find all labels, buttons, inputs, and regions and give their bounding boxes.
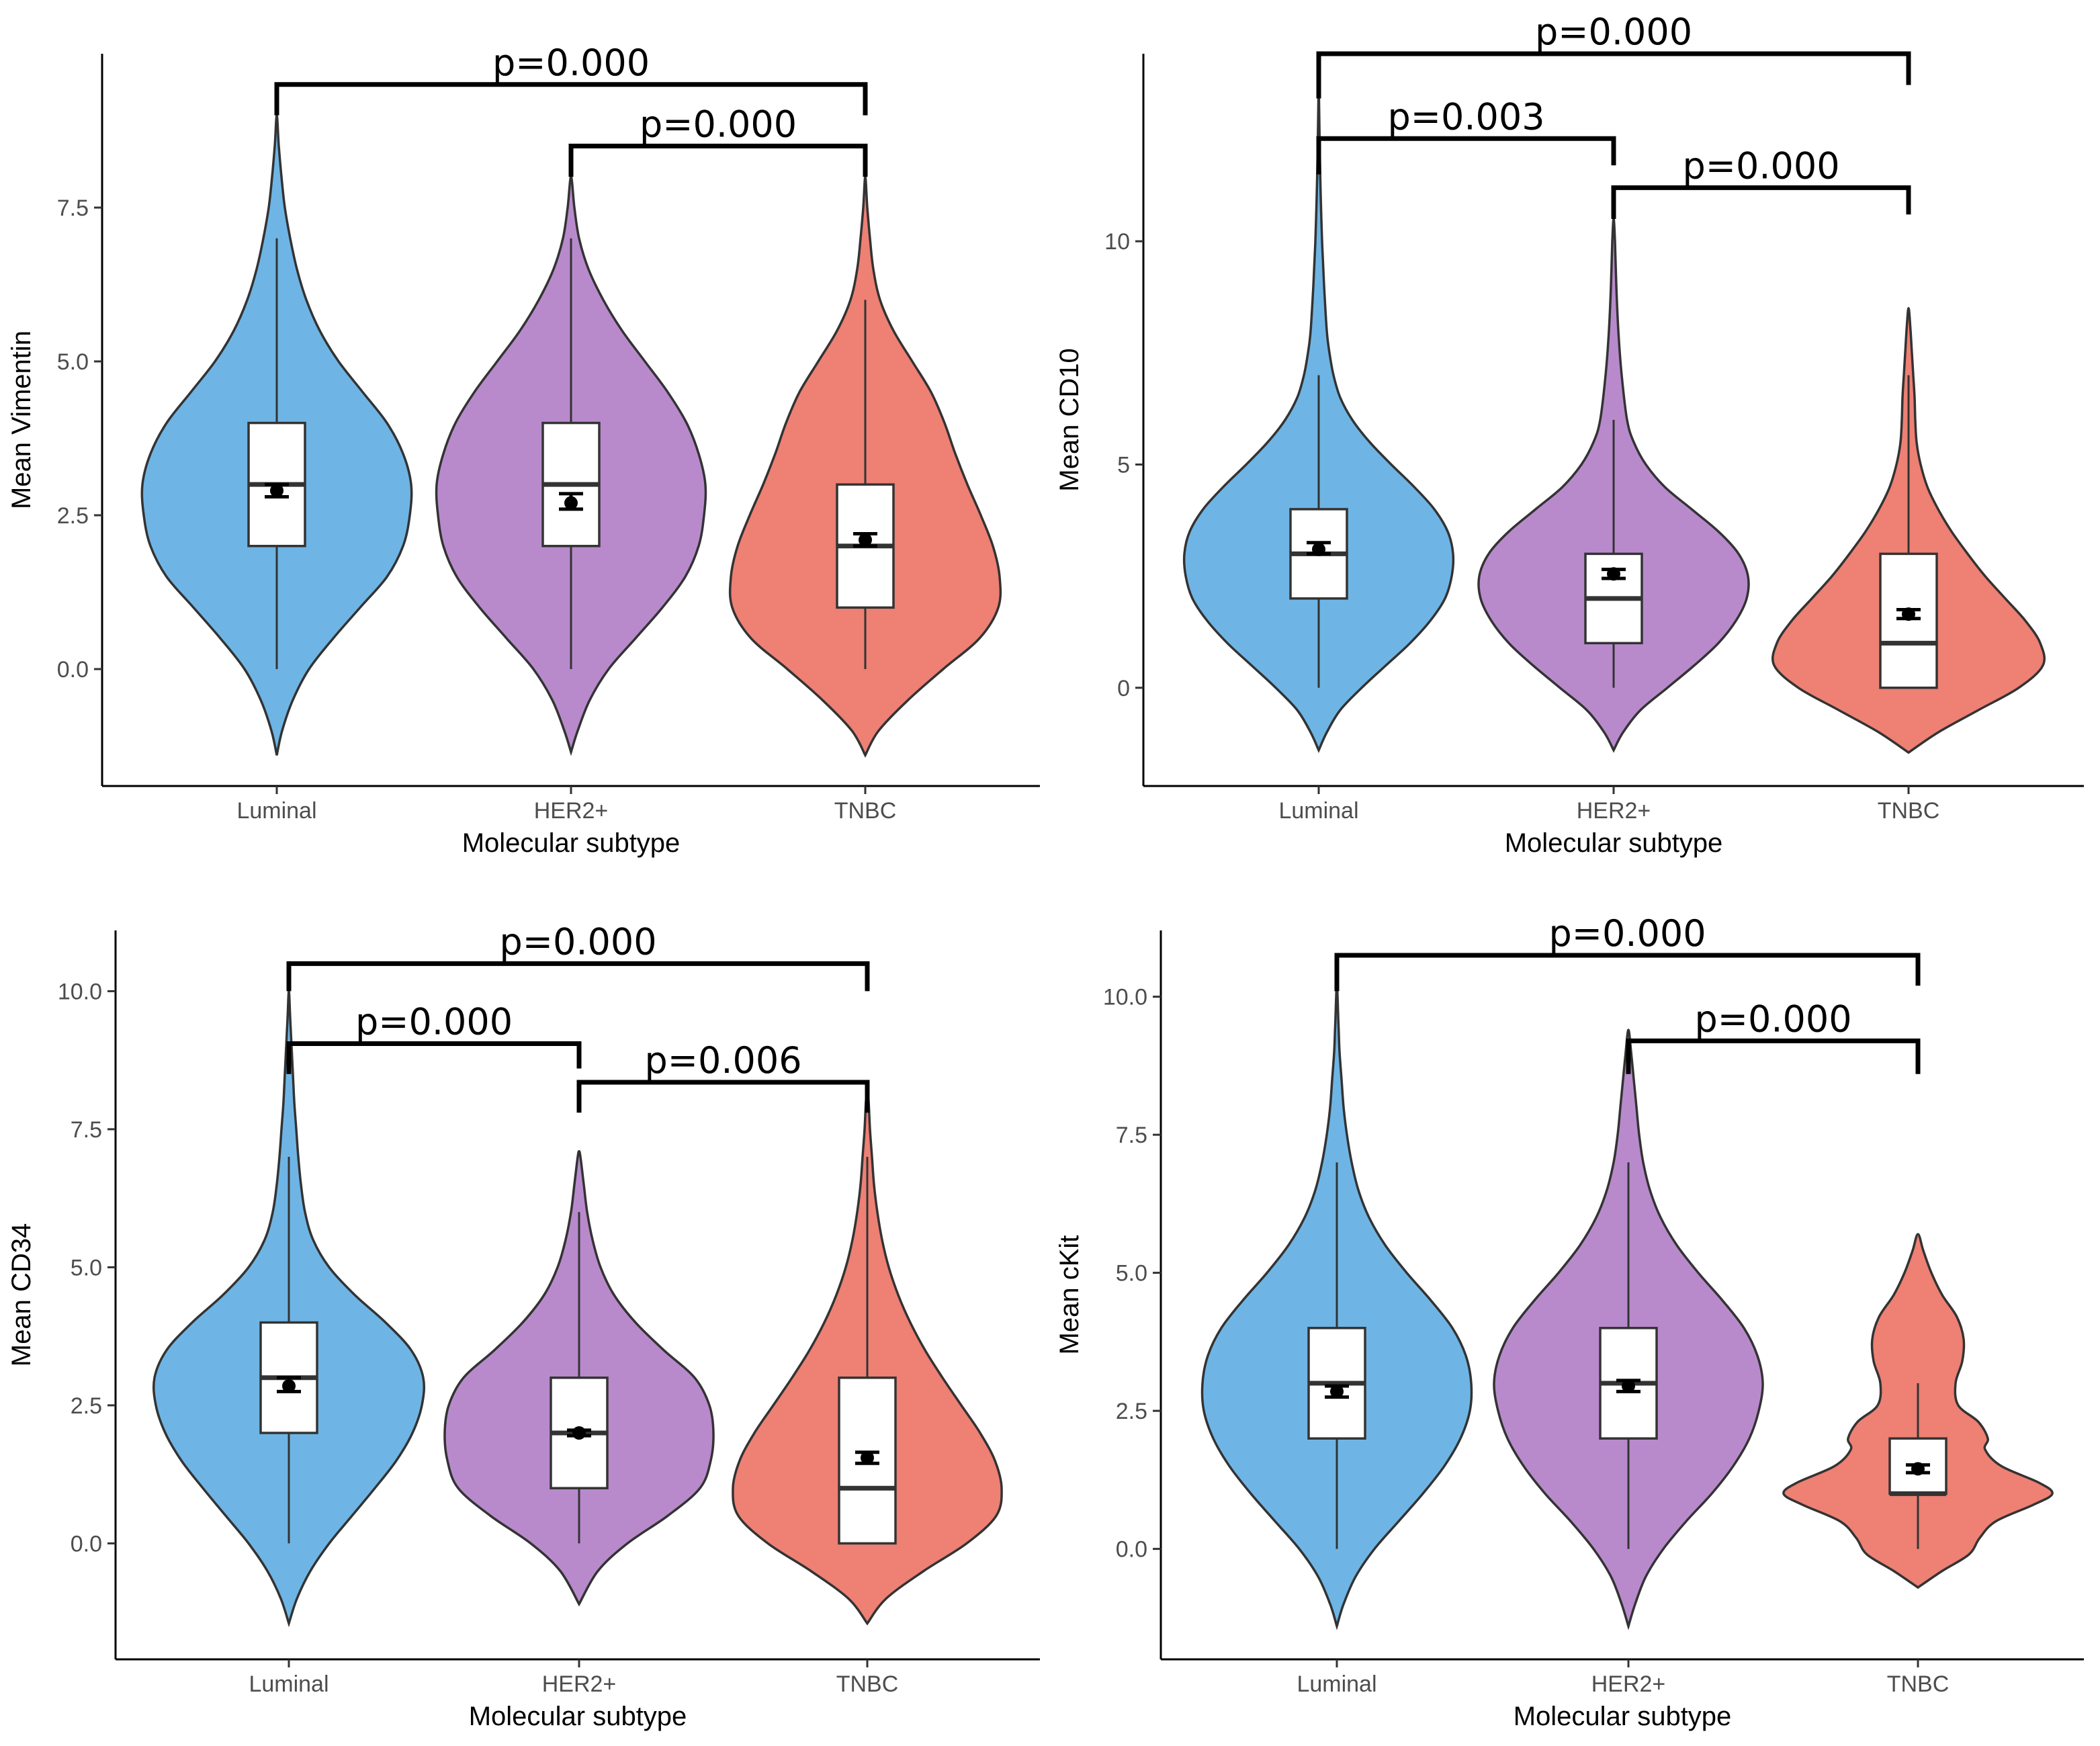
y-tick-label: 5.0 xyxy=(71,1255,102,1280)
p-value-label: p=0.000 xyxy=(1694,998,1851,1040)
y-tick-label: 7.5 xyxy=(57,195,89,221)
group-luminal xyxy=(140,114,413,756)
group-tnbc xyxy=(1782,1233,2054,1589)
x-axis-title: Molecular subtype xyxy=(1505,828,1723,858)
y-tick-label: 0.0 xyxy=(71,1531,102,1557)
x-tick-label: TNBC xyxy=(1887,1671,1950,1697)
significance-bracket: p=0.000 xyxy=(274,42,868,116)
panel-3: 0.0 2.5 5.0 7.5 10.0 Luminal HER2+ TNBC Molecula… xyxy=(7,920,1040,1731)
x-axis-title: Molecular subtype xyxy=(462,828,681,858)
y-tick-label: 0 xyxy=(1117,676,1130,701)
x-tick-label: HER2+ xyxy=(1591,1671,1666,1697)
x-tick-label: HER2+ xyxy=(534,798,609,824)
mean-point xyxy=(861,1450,874,1465)
y-tick-label: 0.0 xyxy=(57,657,89,683)
y-axis-title: Mean CD10 xyxy=(1055,348,1084,491)
significance-bracket: p=0.003 xyxy=(1316,95,1616,175)
x-tick-label: Luminal xyxy=(1297,1671,1376,1697)
bracket-line xyxy=(1611,185,1911,219)
y-tick-label: 0.0 xyxy=(1116,1537,1147,1563)
group-her2-plus xyxy=(1477,218,1750,753)
significance-bracket: p=0.000 xyxy=(568,103,868,177)
bracket-line xyxy=(286,1041,582,1074)
group-tnbc xyxy=(732,1084,1003,1626)
group-luminal xyxy=(1182,83,1455,754)
y-tick-label: 10 xyxy=(1104,229,1130,255)
y-tick-label: 2.5 xyxy=(1116,1399,1147,1424)
group-her2-plus xyxy=(1493,1029,1764,1630)
y-axis-title: Mean CD34 xyxy=(7,1223,36,1366)
significance-bracket: p=0.000 xyxy=(1316,11,1911,99)
mean-point xyxy=(1607,567,1620,581)
group-tnbc xyxy=(1771,307,2046,754)
p-value-label: p=0.000 xyxy=(640,103,797,145)
group-luminal xyxy=(1200,984,1473,1630)
y-tick-label: 5.0 xyxy=(57,349,89,375)
y-tick-label: 5 xyxy=(1117,452,1130,478)
bracket-line xyxy=(286,961,870,992)
p-value-label: p=0.000 xyxy=(499,920,656,963)
significance-bracket: p=0.000 xyxy=(1334,912,1921,992)
x-tick-label: Luminal xyxy=(249,1671,329,1697)
x-tick-label: TNBC xyxy=(836,1671,899,1697)
panel-4: 0.0 2.5 5.0 7.5 10.0 Luminal HER2+ TNBC Molecula… xyxy=(1055,912,2084,1731)
x-tick-label: Luminal xyxy=(236,798,316,824)
group-tnbc xyxy=(728,175,1002,758)
y-tick-label: 2.5 xyxy=(71,1393,102,1419)
mean-point xyxy=(1911,1462,1925,1476)
bracket-line xyxy=(1334,953,1921,992)
p-value-label: p=0.000 xyxy=(1535,11,1692,53)
p-value-label: p=0.000 xyxy=(1548,912,1706,955)
x-tick-label: TNBC xyxy=(834,798,897,824)
significance-bracket: p=0.000 xyxy=(286,1001,582,1074)
mean-point xyxy=(859,533,872,547)
group-her2-plus xyxy=(443,1150,715,1607)
significance-bracket: p=0.000 xyxy=(1626,998,1921,1074)
significance-bracket: p=0.000 xyxy=(286,920,870,992)
x-axis-title: Molecular subtype xyxy=(469,1702,687,1731)
x-axis-title: Molecular subtype xyxy=(1514,1702,1732,1731)
y-tick-label: 7.5 xyxy=(1116,1123,1147,1148)
mean-point xyxy=(1330,1385,1344,1399)
mean-point xyxy=(1902,607,1915,621)
x-tick-label: HER2+ xyxy=(1577,798,1651,824)
group-luminal xyxy=(152,990,426,1628)
p-value-label: p=0.000 xyxy=(355,1001,513,1043)
group-her2-plus xyxy=(435,175,707,756)
x-tick-label: HER2+ xyxy=(542,1671,617,1697)
mean-point xyxy=(1312,542,1325,556)
bracket-line xyxy=(1316,51,1911,99)
y-tick-label: 10.0 xyxy=(58,979,102,1004)
significance-bracket: p=0.006 xyxy=(576,1039,870,1113)
y-tick-label: 5.0 xyxy=(1116,1261,1147,1286)
mean-point xyxy=(564,496,578,510)
significance-bracket: p=0.000 xyxy=(1611,144,1911,219)
y-tick-label: 2.5 xyxy=(57,503,89,529)
mean-point xyxy=(572,1426,586,1440)
mean-point xyxy=(270,484,283,498)
mean-point xyxy=(1622,1379,1635,1393)
p-value-label: p=0.000 xyxy=(492,42,650,84)
bracket-line xyxy=(576,1080,870,1113)
x-tick-label: TNBC xyxy=(1878,798,1940,824)
y-axis-title: Mean Vimentin xyxy=(7,331,36,509)
bracket-line xyxy=(274,82,868,116)
y-tick-label: 10.0 xyxy=(1103,985,1147,1010)
bracket-line xyxy=(1626,1038,1921,1074)
p-value-label: p=0.003 xyxy=(1387,95,1544,138)
panel-2: 0 5 10 Luminal HER2+ TNBC Molecular subtype Mea… xyxy=(1055,11,2084,858)
bracket-line xyxy=(1316,136,1616,175)
panel-1: 0.0 2.5 5.0 7.5 Luminal HER2+ TNBC Molecular su… xyxy=(7,42,1040,858)
y-axis-title: Mean cKit xyxy=(1055,1235,1084,1355)
bracket-line xyxy=(568,143,868,177)
mean-point xyxy=(282,1379,296,1393)
y-tick-label: 7.5 xyxy=(71,1117,102,1143)
p-value-label: p=0.006 xyxy=(644,1039,801,1082)
p-value-label: p=0.000 xyxy=(1682,144,1839,187)
x-tick-label: Luminal xyxy=(1278,798,1358,824)
